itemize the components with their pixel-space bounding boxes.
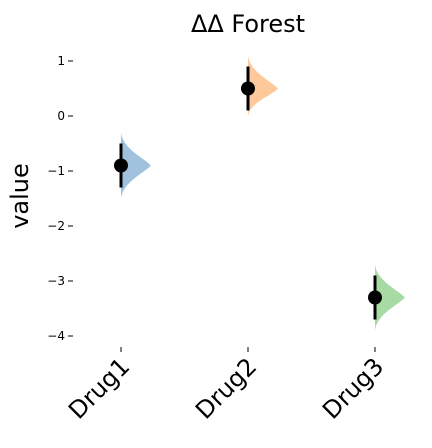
x-tick-label-drug1: Drug1 [63,352,135,424]
plot-marks [114,55,405,331]
violin-drug2 [248,55,278,116]
y-tick-label-2: −1 [47,164,65,178]
y-axis-label: value [6,163,34,229]
y-axis: 1 0 −1 −2 −3 −4 Drug1 Drug2 Drug3 [47,54,389,425]
y-tick-label-4: −3 [47,274,65,288]
y-tick-label-0: 1 [57,54,65,68]
y-tick-label-3: −2 [47,219,65,233]
violin-drug1 [121,132,151,199]
y-tick-label-1: 0 [57,109,65,123]
point-drug2 [241,81,255,96]
chart-title: ΔΔ Forest [191,10,305,38]
x-tick-label-drug3: Drug3 [317,352,389,424]
point-drug1 [114,158,128,173]
y-tick-label-5: −4 [47,329,65,343]
violin-drug3 [375,264,405,331]
x-tick-label-drug2: Drug2 [190,352,262,424]
point-drug3 [368,290,382,305]
